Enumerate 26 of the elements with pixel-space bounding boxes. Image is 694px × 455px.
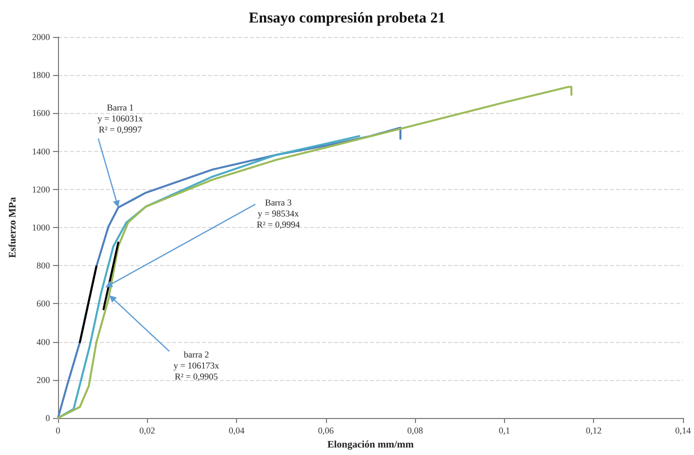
x-axis-title: Elongación mm/mm [327, 440, 414, 450]
line-series [57, 86, 572, 419]
annotation: Barra 1 y = 106031x R² = 0,9997 [97, 102, 144, 136]
y-tick-label: 1200 [32, 184, 50, 194]
x-tick-label: 0,04 [228, 426, 245, 436]
y-tick-label: 1800 [32, 70, 50, 80]
y-tick-label: 2000 [32, 32, 50, 42]
y-tick-label: 400 [36, 336, 50, 347]
x-tick-label: 0 [56, 426, 61, 436]
y-tick-label: 800 [36, 260, 50, 271]
annotation: Barra 3 y = 98534x R² = 0,9994 [256, 198, 300, 231]
y-axis-title: Esfuerzo MPa [8, 197, 18, 258]
annotation: barra 2 y = 106173x R² = 0,9905 [174, 350, 220, 383]
x-tick-label: 0,08 [407, 426, 424, 436]
x-tick-label: 0,12 [586, 426, 602, 436]
y-tick-label: 1600 [32, 108, 50, 118]
x-tick-label: 0,14 [675, 426, 692, 436]
x-tick-label: 0,06 [318, 426, 334, 436]
y-tick-label: 600 [36, 298, 50, 309]
x-tick-label: 0,02 [139, 426, 156, 436]
y-tick-label: 0 [46, 413, 50, 423]
y-tick-label: 1000 [32, 222, 50, 232]
y-tick-label: 200 [36, 374, 50, 385]
y-tick-label: 1400 [32, 146, 50, 156]
chart-title: Ensayo compresión probeta 21 [248, 10, 446, 26]
x-tick-label: 0,1 [498, 426, 510, 436]
